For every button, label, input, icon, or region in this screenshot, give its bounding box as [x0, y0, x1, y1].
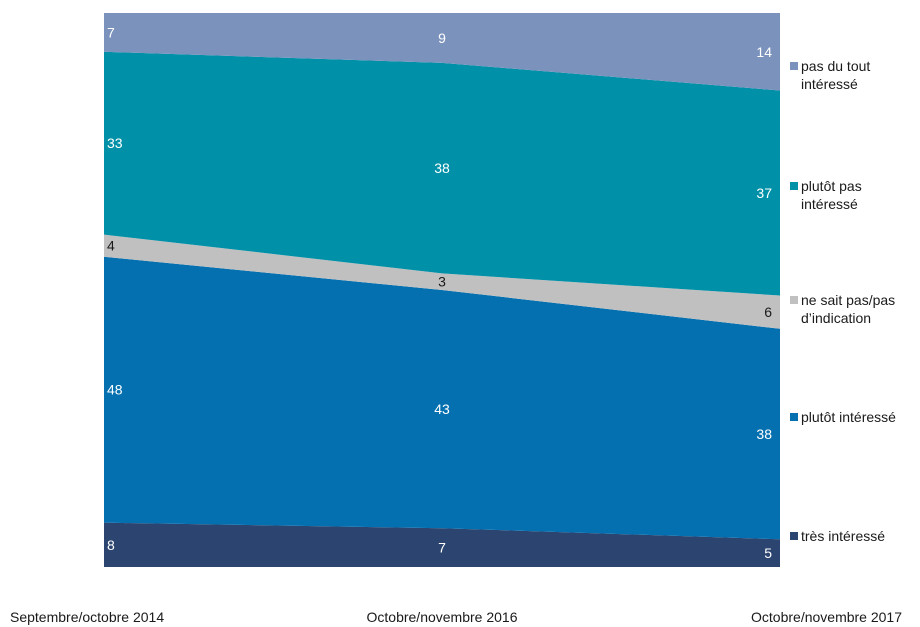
data-label: 9 — [438, 30, 446, 46]
data-label: 14 — [756, 44, 772, 60]
data-label: 33 — [107, 135, 123, 151]
data-label: 8 — [107, 537, 115, 553]
data-label: 6 — [764, 304, 772, 320]
legend-label: plutôt pas intéressé — [801, 178, 862, 212]
data-label: 5 — [764, 545, 772, 561]
area-series-3 — [104, 51, 780, 296]
legend-swatch — [790, 413, 798, 421]
legend: pas du tout intéressé plutôt pas intéressé n… — [790, 58, 896, 544]
data-label: 3 — [438, 274, 446, 290]
legend-label: plutôt intéressé — [801, 409, 896, 425]
legend-swatch — [790, 532, 798, 540]
legend-swatch — [790, 296, 798, 304]
data-label: 38 — [434, 160, 450, 176]
legend-swatch — [790, 182, 798, 190]
area-layer — [104, 13, 780, 567]
legend-label: pas du tout intéressé — [801, 58, 870, 92]
data-label: 7 — [438, 540, 446, 556]
x-tick-label: Octobre/novembre 2017 — [751, 609, 902, 625]
data-label: 7 — [107, 24, 115, 40]
legend-swatch — [790, 62, 798, 70]
data-label: 43 — [434, 401, 450, 417]
data-label: 4 — [107, 238, 115, 254]
x-tick-label: Septembre/octobre 2014 — [10, 609, 164, 625]
area-series-0 — [104, 522, 780, 567]
data-label: 38 — [756, 426, 772, 442]
legend-label: ne sait pas/pas d’indication — [801, 292, 895, 326]
area-series-2 — [104, 234, 780, 329]
x-axis: Septembre/octobre 2014 Octobre/novembre 2… — [10, 609, 902, 625]
area-series-1 — [104, 256, 780, 540]
data-label: 48 — [107, 382, 123, 398]
x-tick-label: Octobre/novembre 2016 — [367, 609, 518, 625]
area-series-4 — [104, 13, 780, 91]
data-label: 37 — [756, 185, 772, 201]
legend-label: très intéressé — [801, 528, 885, 544]
